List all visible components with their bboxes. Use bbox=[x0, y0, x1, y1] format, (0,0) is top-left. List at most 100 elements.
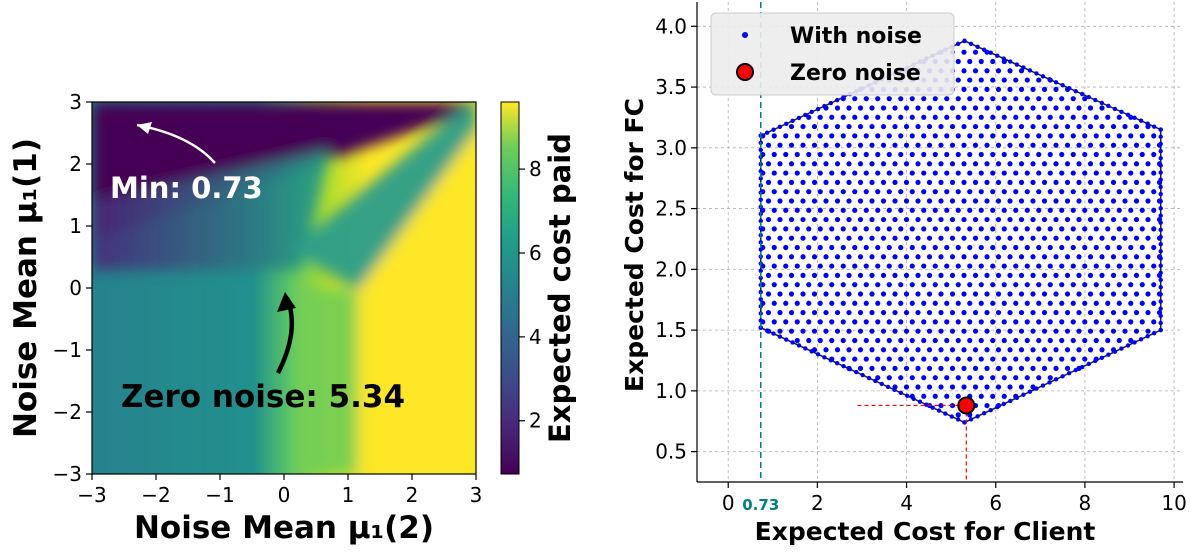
with-noise-point bbox=[1132, 340, 1137, 345]
with-noise-point bbox=[846, 142, 852, 148]
with-noise-point bbox=[1001, 207, 1007, 213]
with-noise-point bbox=[784, 121, 789, 127]
with-noise-point bbox=[1047, 282, 1053, 288]
with-noise-point bbox=[886, 207, 892, 213]
with-noise-point bbox=[1139, 282, 1145, 288]
colorbar-ticks: 2 4 6 8 bbox=[519, 157, 542, 433]
with-noise-point bbox=[984, 347, 990, 353]
with-noise-point bbox=[915, 142, 921, 148]
with-noise-point bbox=[1076, 198, 1082, 204]
with-noise-point bbox=[972, 235, 979, 241]
with-noise-point bbox=[915, 365, 921, 371]
with-noise-point bbox=[898, 151, 904, 158]
with-noise-point bbox=[1105, 207, 1111, 213]
with-noise-point bbox=[1007, 142, 1013, 148]
with-noise-point bbox=[1001, 337, 1007, 344]
with-noise-point bbox=[978, 77, 984, 83]
with-noise-point bbox=[1158, 299, 1163, 304]
with-noise-point bbox=[771, 207, 777, 213]
with-noise-point bbox=[1082, 226, 1088, 232]
with-noise-point bbox=[984, 291, 990, 297]
with-noise-point bbox=[949, 142, 956, 148]
with-noise-point bbox=[869, 161, 875, 167]
with-noise-point bbox=[886, 300, 892, 306]
with-noise-point bbox=[1158, 292, 1163, 297]
with-noise-point bbox=[834, 105, 841, 111]
with-noise-point bbox=[1014, 395, 1020, 401]
with-noise-point bbox=[800, 291, 806, 297]
with-noise-point bbox=[863, 300, 869, 306]
with-noise-point bbox=[886, 96, 892, 102]
heatmap-y-tick-label: 2 bbox=[69, 152, 82, 176]
with-noise-point bbox=[1122, 309, 1128, 316]
with-noise-point bbox=[921, 226, 927, 232]
with-noise-point bbox=[846, 123, 852, 130]
with-noise-point bbox=[978, 337, 984, 344]
with-noise-point bbox=[834, 198, 841, 204]
with-noise-point bbox=[1133, 216, 1140, 223]
with-noise-point bbox=[1151, 282, 1157, 288]
with-noise-point bbox=[984, 328, 990, 334]
with-noise-point bbox=[869, 365, 875, 371]
with-noise-point bbox=[794, 226, 800, 232]
with-noise-point bbox=[1082, 319, 1088, 325]
with-noise-point bbox=[788, 254, 795, 260]
with-noise-point bbox=[829, 151, 835, 158]
with-noise-point bbox=[1013, 300, 1019, 306]
with-noise-point bbox=[1070, 300, 1076, 306]
with-noise-point bbox=[1053, 142, 1059, 148]
with-noise-point bbox=[1013, 114, 1019, 120]
with-noise-point bbox=[1158, 284, 1163, 290]
with-noise-point bbox=[898, 96, 904, 102]
with-noise-point bbox=[1059, 319, 1065, 325]
with-noise-point bbox=[857, 272, 864, 278]
with-noise-point bbox=[1076, 272, 1082, 278]
with-noise-point bbox=[811, 309, 818, 316]
with-noise-point bbox=[1034, 71, 1039, 76]
with-noise-point bbox=[978, 319, 984, 325]
with-noise-point bbox=[921, 300, 927, 306]
with-noise-point bbox=[990, 263, 996, 269]
with-noise-point bbox=[909, 133, 915, 139]
with-noise-point bbox=[967, 337, 973, 344]
with-noise-point bbox=[794, 319, 800, 325]
with-noise-point bbox=[817, 263, 823, 269]
with-noise-point bbox=[1116, 263, 1122, 269]
with-noise-point bbox=[984, 384, 990, 390]
with-noise-point bbox=[1030, 347, 1036, 353]
scatter-y-tick-label: 3.0 bbox=[655, 136, 687, 160]
with-noise-point bbox=[771, 244, 777, 251]
heatmap-x-tick-label: 0 bbox=[278, 483, 291, 507]
with-noise-point bbox=[1110, 161, 1117, 167]
with-noise-point bbox=[1145, 328, 1151, 334]
with-noise-point bbox=[1112, 106, 1118, 112]
with-noise-point bbox=[1001, 170, 1007, 176]
with-noise-point bbox=[1047, 319, 1053, 325]
with-noise-point bbox=[1041, 86, 1048, 92]
with-noise-point bbox=[1059, 282, 1065, 288]
with-noise-point bbox=[794, 207, 800, 213]
with-noise-point bbox=[875, 207, 881, 213]
heatmap-x-ticks: −3 −2 −1 0 1 2 3 bbox=[77, 474, 482, 507]
with-noise-point bbox=[892, 142, 898, 148]
with-noise-point bbox=[846, 235, 852, 241]
with-noise-point bbox=[915, 328, 921, 334]
with-noise-point bbox=[783, 189, 789, 195]
with-noise-point bbox=[886, 337, 892, 344]
with-noise-point bbox=[915, 123, 921, 130]
with-noise-point bbox=[886, 114, 892, 120]
with-noise-point bbox=[892, 387, 897, 393]
with-noise-point bbox=[955, 356, 961, 362]
heatmap-x-tick-label: 3 bbox=[470, 483, 483, 507]
with-noise-point bbox=[800, 235, 806, 241]
with-noise-point bbox=[967, 207, 973, 213]
heatmap-image bbox=[92, 102, 476, 474]
with-noise-point bbox=[863, 244, 869, 251]
scatter-x-tick-label: 10 bbox=[1161, 491, 1186, 515]
with-noise-point bbox=[1030, 216, 1036, 223]
with-noise-point bbox=[1128, 189, 1134, 195]
with-noise-point bbox=[909, 337, 915, 344]
scatter-panel: 0 2 4 6 8 10 0.5 1.0 1.5 2.0 2.5 3.0 3.5 4.0 0.73 Ex… bbox=[620, 2, 1187, 546]
with-noise-point bbox=[1128, 337, 1134, 344]
with-noise-point bbox=[1060, 374, 1065, 379]
